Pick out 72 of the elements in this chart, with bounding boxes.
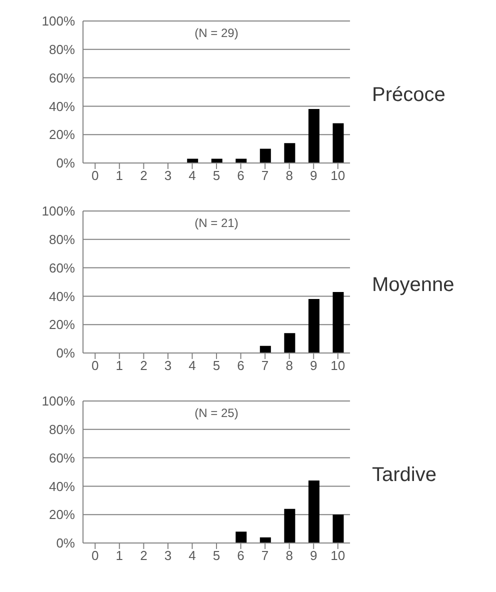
y-tick-label: 40% [48, 478, 76, 494]
bar [284, 333, 296, 353]
annotation: (N = 25) [194, 406, 238, 420]
y-tick-label: 100% [42, 204, 76, 219]
bar [332, 514, 344, 543]
x-tick-label: 9 [310, 168, 318, 184]
y-tick-label: 20% [48, 317, 76, 332]
y-tick-label: 0% [56, 346, 76, 361]
annotation: (N = 29) [194, 26, 238, 40]
y-tick-label: 60% [48, 260, 76, 276]
bar [187, 158, 198, 163]
bar [308, 299, 320, 353]
x-tick-label: 6 [237, 168, 244, 184]
x-tick-label: 4 [188, 358, 196, 374]
y-tick-label: 0% [56, 536, 76, 551]
x-tick-label: 5 [212, 548, 220, 564]
x-tick-label: 10 [330, 548, 346, 564]
x-tick-label: 0 [92, 168, 99, 184]
bar [308, 109, 320, 163]
x-tick-label: 3 [164, 168, 172, 184]
x-tick-label: 0 [92, 358, 99, 374]
bar [236, 158, 247, 163]
y-tick-label: 60% [48, 450, 76, 466]
y-tick-label: 80% [48, 422, 76, 438]
x-tick-label: 1 [116, 168, 124, 184]
bar [284, 508, 296, 543]
bar [236, 532, 247, 543]
y-tick-label: 20% [48, 127, 76, 142]
y-tick-label: 100% [42, 14, 76, 29]
bar [211, 158, 222, 163]
x-tick-label: 2 [140, 358, 148, 374]
y-tick-label: 40% [48, 288, 76, 304]
x-tick-label: 7 [261, 548, 269, 564]
x-tick-label: 10 [330, 168, 346, 184]
x-tick-label: 8 [286, 548, 293, 564]
y-tick-label: 0% [56, 156, 76, 171]
x-tick-label: 4 [188, 168, 196, 184]
bar [284, 143, 296, 163]
x-tick-label: 4 [188, 548, 196, 564]
x-tick-label: 2 [140, 168, 148, 184]
x-tick-label: 5 [212, 358, 220, 374]
x-tick-label: 10 [330, 358, 346, 374]
x-tick-label: 5 [212, 168, 220, 184]
bar [260, 346, 271, 353]
x-tick-label: 1 [116, 548, 124, 564]
x-tick-label: 7 [261, 168, 269, 184]
y-tick-label: 100% [42, 394, 76, 409]
bar [332, 123, 344, 163]
y-tick-label: 80% [48, 232, 76, 248]
x-tick-label: 6 [237, 358, 244, 374]
text: Moyenne [372, 274, 454, 296]
y-tick-label: 40% [48, 98, 76, 114]
x-tick-label: 3 [164, 358, 172, 374]
x-tick-label: 8 [286, 168, 293, 184]
y-tick-label: 60% [48, 70, 76, 86]
y-tick-label: 80% [48, 42, 76, 58]
x-tick-label: 3 [164, 548, 172, 564]
x-tick-label: 0 [92, 548, 99, 564]
bar [308, 480, 320, 543]
text: Tardive [372, 464, 436, 486]
x-tick-label: 8 [286, 358, 293, 374]
bar [260, 148, 271, 163]
x-tick-label: 6 [237, 548, 244, 564]
y-tick-label: 20% [48, 507, 76, 522]
x-tick-label: 2 [140, 548, 148, 564]
x-tick-label: 7 [261, 358, 269, 374]
text: Précoce [372, 84, 446, 106]
bar [332, 292, 344, 353]
x-tick-label: 9 [310, 358, 318, 374]
annotation: (N = 21) [194, 216, 238, 230]
x-tick-label: 9 [310, 548, 318, 564]
x-tick-label: 1 [116, 358, 124, 374]
